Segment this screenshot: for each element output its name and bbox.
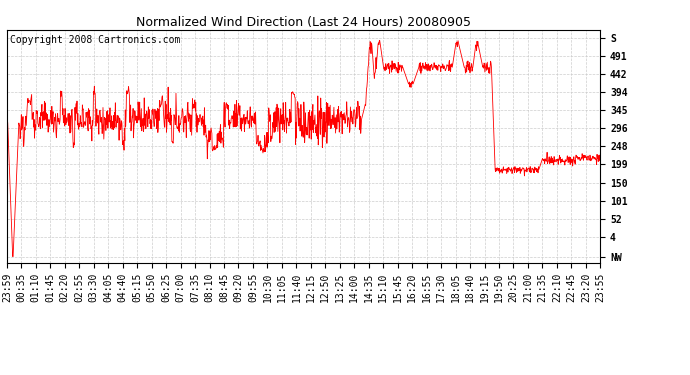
Text: Copyright 2008 Cartronics.com: Copyright 2008 Cartronics.com: [10, 34, 180, 45]
Title: Normalized Wind Direction (Last 24 Hours) 20080905: Normalized Wind Direction (Last 24 Hours…: [136, 16, 471, 29]
